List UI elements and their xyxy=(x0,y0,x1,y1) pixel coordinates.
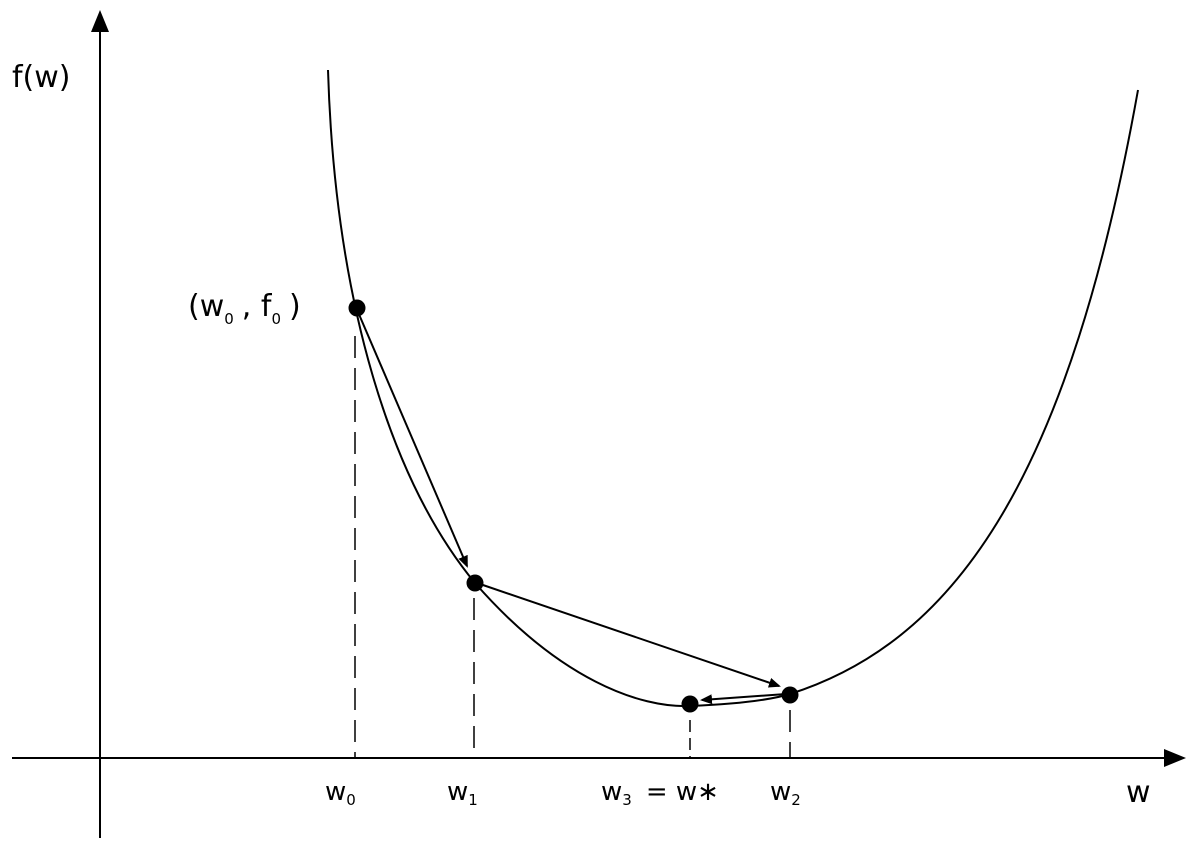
tick-label-w2: w2 xyxy=(770,777,801,809)
point-w3 xyxy=(681,695,699,713)
objective-curve xyxy=(327,69,1139,708)
x-axis-label: w xyxy=(1126,775,1151,810)
tick-label-w1: w1 xyxy=(447,777,478,809)
tick-label-w0: w0 xyxy=(325,777,356,809)
step-arrow-w2-to-w3 xyxy=(700,693,787,705)
y-axis-arrow-icon xyxy=(91,10,109,32)
y-axis-label: f(w) xyxy=(12,60,71,95)
step-arrow-w1-to-w2 xyxy=(479,583,781,688)
point-w1 xyxy=(466,574,484,592)
point-w2 xyxy=(781,686,799,704)
point-w0 xyxy=(348,299,366,317)
step-arrow-w0-to-w1 xyxy=(357,311,468,568)
start-point-label: (w0, f0) xyxy=(188,289,301,328)
x-axis-arrow-icon xyxy=(1164,749,1186,767)
tick-label-w3: w3 = w∗ xyxy=(601,777,719,809)
